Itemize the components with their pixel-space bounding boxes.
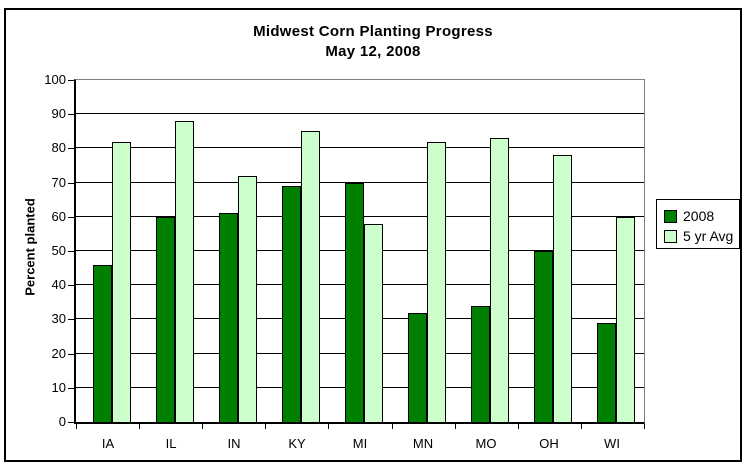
y-tick-label-0: 0 (58, 414, 66, 429)
bar-group-ky (269, 80, 332, 422)
y-tick-label-70: 70 (51, 175, 66, 190)
bar-5-yr-avg-mo (490, 138, 510, 422)
bar-group-ia (80, 80, 143, 422)
bar-group-mo (459, 80, 522, 422)
bar-5-yr-avg-il (174, 121, 194, 422)
chart-subtitle: May 12, 2008 (325, 43, 421, 60)
gridline-80 (76, 147, 644, 149)
bar-2008-mn (408, 312, 428, 422)
bar-2008-wi (597, 322, 617, 422)
y-tick-mark-20 (68, 354, 74, 355)
y-tick-label-10: 10 (51, 380, 66, 395)
x-category-label-mi: MI (352, 436, 368, 451)
bar-group-mn (396, 80, 459, 422)
y-tick-mark-60 (68, 217, 74, 218)
x-category-label-in: IN (227, 436, 241, 451)
bar-group-wi (585, 80, 648, 422)
bar-group-mi (332, 80, 395, 422)
bar-5-yr-avg-in (237, 175, 257, 422)
x-tick-mark-0 (76, 424, 77, 429)
legend-row-2008: 2008 (664, 207, 739, 225)
bar-5-yr-avg-wi (616, 216, 636, 422)
y-tick-mark-0 (68, 422, 74, 423)
x-tick-mark-5 (392, 424, 393, 429)
y-tick-label-50: 50 (51, 243, 66, 258)
x-category-label-mn: MN (412, 436, 434, 451)
bar-5-yr-avg-ky (300, 131, 320, 422)
bar-2008-ia (92, 264, 112, 422)
bar-group-oh (522, 80, 585, 422)
y-tick-label-60: 60 (51, 209, 66, 224)
y-tick-label-80: 80 (51, 140, 66, 155)
y-tick-mark-90 (68, 114, 74, 115)
bar-2008-oh (534, 251, 554, 422)
y-tick-mark-10 (68, 388, 74, 389)
bar-2008-il (155, 216, 175, 422)
x-tick-mark-4 (328, 424, 329, 429)
legend-label-5-yr-avg: 5 yr Avg (683, 228, 734, 244)
y-tick-mark-40 (68, 285, 74, 286)
x-category-label-mo: MO (475, 436, 497, 451)
y-tick-mark-70 (68, 183, 74, 184)
x-tick-mark-3 (265, 424, 266, 429)
legend-swatch-2008 (664, 209, 677, 223)
bar-group-il (143, 80, 206, 422)
legend-label-2008: 2008 (683, 208, 715, 224)
x-tick-mark-1 (139, 424, 140, 429)
bar-2008-in (218, 213, 238, 422)
bar-2008-mi (344, 182, 364, 422)
y-tick-mark-80 (68, 148, 74, 149)
x-category-label-ky: KY (288, 436, 306, 451)
y-tick-label-90: 90 (51, 106, 66, 121)
y-tick-label-20: 20 (51, 346, 66, 361)
bar-groups (76, 80, 644, 422)
x-tick-mark-2 (202, 424, 203, 429)
x-category-label-il: IL (165, 436, 177, 451)
bar-5-yr-avg-mn (427, 141, 447, 422)
bar-2008-mo (471, 305, 491, 422)
legend-swatch-5-yr-avg (664, 229, 677, 243)
x-tick-mark-7 (518, 424, 519, 429)
x-category-label-oh: OH (539, 436, 559, 451)
gridline-90 (76, 113, 644, 115)
gridline-70 (76, 181, 644, 183)
y-tick-label-100: 100 (44, 72, 66, 87)
y-tick-mark-50 (68, 251, 74, 252)
y-tick-mark-30 (68, 319, 74, 320)
y-tick-mark-100 (68, 80, 74, 81)
plot-area (74, 79, 645, 424)
chart-frame: Midwest Corn Planting Progress May 12, 2… (4, 8, 742, 462)
y-tick-label-30: 30 (51, 311, 66, 326)
x-tick-mark-9 (644, 424, 645, 429)
bar-2008-ky (281, 186, 301, 422)
y-tick-label-40: 40 (51, 277, 66, 292)
x-tick-mark-6 (455, 424, 456, 429)
legend-row-5-yr-avg: 5 yr Avg (664, 227, 739, 245)
bar-group-in (206, 80, 269, 422)
x-tick-mark-8 (581, 424, 582, 429)
bar-5-yr-avg-ia (111, 141, 131, 422)
x-category-label-ia: IA (101, 436, 115, 451)
bar-5-yr-avg-oh (553, 155, 573, 422)
bar-5-yr-avg-mi (363, 223, 383, 422)
x-category-label-wi: WI (604, 436, 620, 451)
legend: 2008 5 yr Avg (656, 199, 740, 249)
chart-title: Midwest Corn Planting Progress (253, 23, 493, 40)
